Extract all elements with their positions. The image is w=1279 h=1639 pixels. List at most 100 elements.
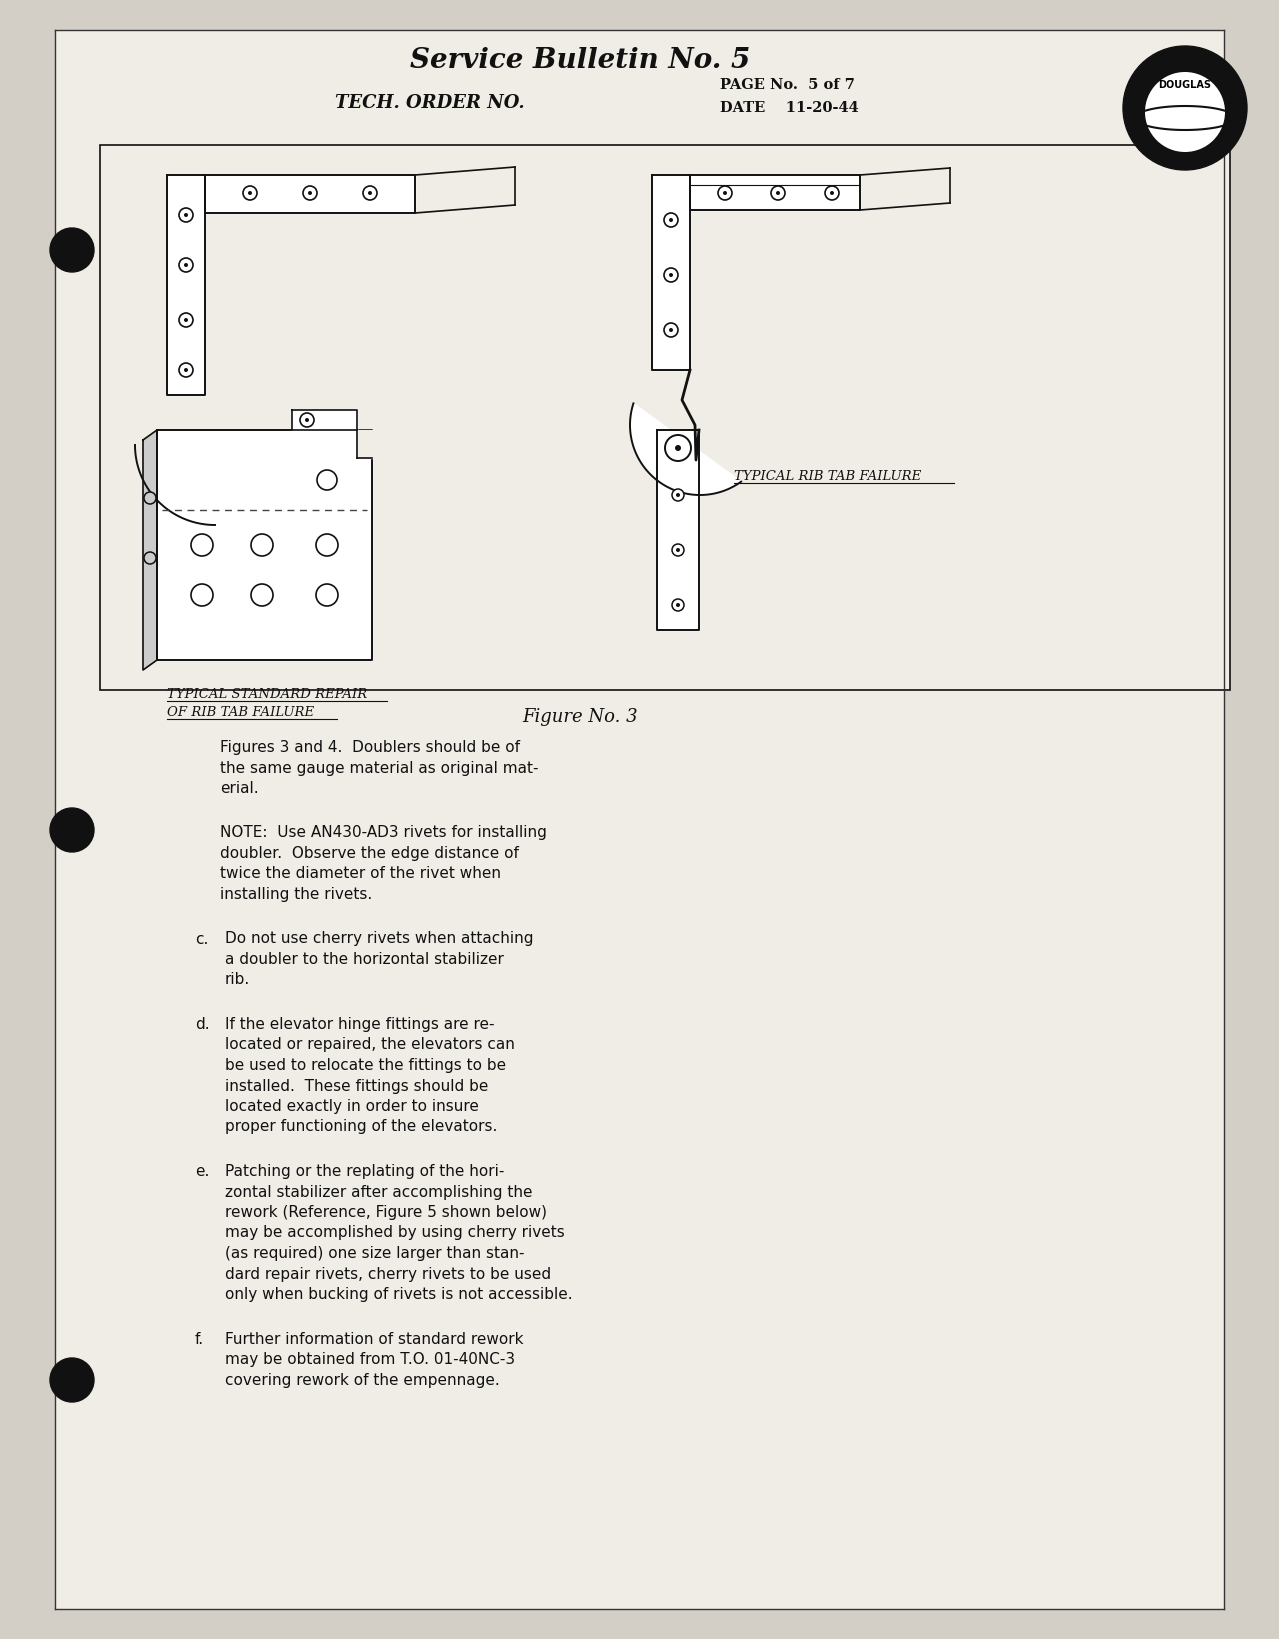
Circle shape [316, 583, 338, 606]
Circle shape [675, 446, 680, 451]
Text: Patching or the replating of the hori-: Patching or the replating of the hori- [225, 1164, 504, 1178]
Text: (as required) one size larger than stan-: (as required) one size larger than stan- [225, 1246, 524, 1260]
Circle shape [179, 257, 193, 272]
Circle shape [830, 192, 834, 195]
Circle shape [50, 228, 93, 272]
Text: may be obtained from T.O. 01-40NC-3: may be obtained from T.O. 01-40NC-3 [225, 1352, 515, 1367]
Text: zontal stabilizer after accomplishing the: zontal stabilizer after accomplishing th… [225, 1185, 532, 1200]
Text: DATE    11-20-44: DATE 11-20-44 [720, 102, 858, 115]
Text: twice the diameter of the rivet when: twice the diameter of the rivet when [220, 867, 501, 882]
Text: proper functioning of the elevators.: proper functioning of the elevators. [225, 1119, 498, 1134]
Circle shape [145, 552, 156, 564]
Text: d.: d. [194, 1018, 210, 1033]
Circle shape [301, 413, 315, 428]
Text: covering rework of the empennage.: covering rework of the empennage. [225, 1372, 500, 1388]
Circle shape [184, 213, 188, 216]
Circle shape [665, 434, 691, 461]
Circle shape [317, 470, 336, 490]
Text: a doubler to the horizontal stabilizer: a doubler to the horizontal stabilizer [225, 952, 504, 967]
Text: only when bucking of rivets is not accessible.: only when bucking of rivets is not acces… [225, 1287, 573, 1301]
Circle shape [179, 208, 193, 221]
Circle shape [677, 547, 680, 552]
Polygon shape [657, 429, 700, 629]
Circle shape [1145, 72, 1225, 152]
Circle shape [664, 269, 678, 282]
Circle shape [50, 1359, 93, 1401]
Text: located exactly in order to insure: located exactly in order to insure [225, 1100, 478, 1115]
Circle shape [184, 262, 188, 267]
Circle shape [671, 598, 684, 611]
Text: installed.  These fittings should be: installed. These fittings should be [225, 1078, 489, 1093]
Circle shape [304, 418, 310, 421]
Polygon shape [631, 403, 741, 495]
Circle shape [669, 328, 673, 333]
Polygon shape [205, 175, 414, 213]
Polygon shape [357, 429, 372, 457]
Circle shape [316, 534, 338, 556]
Circle shape [179, 362, 193, 377]
Polygon shape [689, 175, 859, 210]
Circle shape [251, 534, 272, 556]
Text: rework (Reference, Figure 5 shown below): rework (Reference, Figure 5 shown below) [225, 1205, 547, 1219]
Circle shape [669, 274, 673, 277]
Circle shape [664, 323, 678, 338]
Text: may be accomplished by using cherry rivets: may be accomplished by using cherry rive… [225, 1226, 565, 1241]
Text: Figures 3 and 4.  Doublers should be of: Figures 3 and 4. Doublers should be of [220, 739, 521, 756]
Circle shape [776, 192, 780, 195]
Circle shape [179, 313, 193, 328]
Text: located or repaired, the elevators can: located or repaired, the elevators can [225, 1037, 515, 1052]
Text: dard repair rivets, cherry rivets to be used: dard repair rivets, cherry rivets to be … [225, 1267, 551, 1282]
Text: be used to relocate the fittings to be: be used to relocate the fittings to be [225, 1059, 506, 1074]
Text: OF RIB TAB FAILURE: OF RIB TAB FAILURE [168, 706, 315, 720]
Circle shape [669, 218, 673, 221]
Polygon shape [652, 175, 689, 370]
Circle shape [825, 185, 839, 200]
Circle shape [368, 192, 372, 195]
Text: installing the rivets.: installing the rivets. [220, 887, 372, 901]
Circle shape [50, 808, 93, 852]
Circle shape [308, 192, 312, 195]
Text: TECH. ORDER NO.: TECH. ORDER NO. [335, 93, 524, 111]
Text: erial.: erial. [220, 782, 258, 797]
Circle shape [671, 544, 684, 556]
Circle shape [1123, 46, 1247, 170]
Circle shape [191, 534, 214, 556]
Text: f.: f. [194, 1331, 205, 1347]
Text: If the elevator hinge fittings are re-: If the elevator hinge fittings are re- [225, 1018, 495, 1033]
Polygon shape [157, 429, 372, 661]
Text: NOTE:  Use AN430-AD3 rivets for installing: NOTE: Use AN430-AD3 rivets for installin… [220, 826, 547, 841]
Text: Do not use cherry rivets when attaching: Do not use cherry rivets when attaching [225, 931, 533, 946]
Circle shape [718, 185, 732, 200]
Text: DOUGLAS: DOUGLAS [1159, 80, 1211, 90]
Text: the same gauge material as original mat-: the same gauge material as original mat- [220, 760, 538, 775]
Circle shape [184, 318, 188, 321]
Text: e.: e. [194, 1164, 210, 1178]
Text: Service Bulletin No. 5: Service Bulletin No. 5 [409, 46, 749, 74]
Text: doubler.  Observe the edge distance of: doubler. Observe the edge distance of [220, 846, 519, 860]
Text: TYPICAL RIB TAB FAILURE: TYPICAL RIB TAB FAILURE [734, 470, 921, 484]
Circle shape [723, 192, 726, 195]
Circle shape [248, 192, 252, 195]
Circle shape [184, 369, 188, 372]
Text: Figure No. 3: Figure No. 3 [522, 708, 638, 726]
Polygon shape [168, 175, 205, 395]
Polygon shape [292, 410, 357, 429]
Circle shape [664, 213, 678, 226]
Circle shape [677, 603, 680, 606]
Polygon shape [143, 429, 157, 670]
Circle shape [363, 185, 377, 200]
Circle shape [243, 185, 257, 200]
Text: Further information of standard rework: Further information of standard rework [225, 1331, 523, 1347]
Text: rib.: rib. [225, 972, 251, 988]
Circle shape [191, 583, 214, 606]
Circle shape [677, 493, 680, 497]
Text: TYPICAL STANDARD REPAIR: TYPICAL STANDARD REPAIR [168, 688, 367, 701]
Circle shape [251, 583, 272, 606]
Circle shape [671, 488, 684, 502]
Bar [100, 144, 1230, 690]
Text: PAGE No.  5 of 7: PAGE No. 5 of 7 [720, 79, 854, 92]
Circle shape [145, 492, 156, 505]
Circle shape [771, 185, 785, 200]
Text: c.: c. [194, 931, 208, 946]
Circle shape [303, 185, 317, 200]
